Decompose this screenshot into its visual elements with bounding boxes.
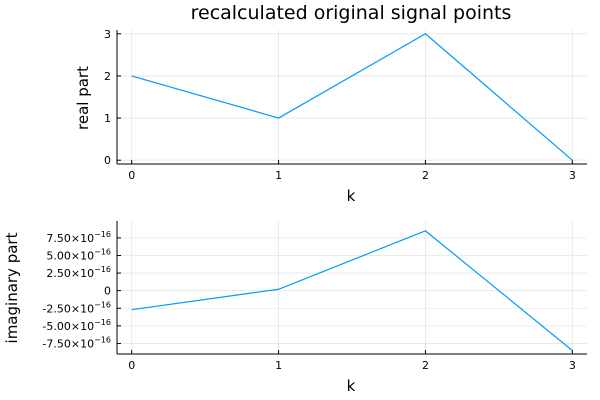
imaginary-part-axes xyxy=(116,221,587,355)
imaginary-part-y-tick-label: 0 xyxy=(104,285,111,298)
real-part-x-axis-label: k xyxy=(347,187,356,205)
real-part-y-axis-label: real part xyxy=(74,66,92,130)
imaginary-part-x-tick-label: 0 xyxy=(128,359,135,372)
imaginary-part-series xyxy=(131,230,573,351)
real-part-axes xyxy=(116,30,587,165)
imaginary-part-grid xyxy=(117,221,587,354)
real-part-y-tick-label: 2 xyxy=(104,70,111,83)
imaginary-part-ticks: 0 1 2 3 -7.50×10−16 -5.00×10−16 -2.50×10−16 0 2.… xyxy=(42,230,575,372)
imaginary-part-x-tick-label: 2 xyxy=(422,359,429,372)
imaginary-part-series-line xyxy=(131,230,573,351)
real-part-series-line xyxy=(131,33,573,161)
real-part-ticks: 0 1 2 3 0 1 2 3 xyxy=(104,28,576,182)
real-part-x-tick-label: 2 xyxy=(422,169,429,182)
real-part-grid xyxy=(117,30,587,164)
imaginary-part-x-axis-label: k xyxy=(347,377,356,395)
real-part-y-tick-label: 0 xyxy=(104,154,111,167)
imaginary-part-y-tick-label: -5.00×10−16 xyxy=(42,318,111,333)
imaginary-part-y-tick-label: 5.00×10−16 xyxy=(46,247,111,262)
imaginary-part-x-tick-label: 3 xyxy=(569,359,576,372)
imaginary-part-y-tick-label: 7.50×10−16 xyxy=(46,230,111,245)
real-part-series xyxy=(131,33,573,161)
imaginary-part-chart: 0 1 2 3 -7.50×10−16 -5.00×10−16 -2.50×10−16 0 2.… xyxy=(3,221,587,395)
imaginary-part-y-tick-label: 2.50×10−16 xyxy=(46,265,111,280)
real-part-y-tick-label: 1 xyxy=(104,112,111,125)
imaginary-part-y-tick-label: -2.50×10−16 xyxy=(42,300,111,315)
real-part-x-tick-label: 3 xyxy=(569,169,576,182)
real-part-chart: 0 1 2 3 0 1 2 3 k real part xyxy=(74,28,587,205)
imaginary-part-y-axis-label: imaginary part xyxy=(3,232,21,343)
imaginary-part-y-tick-label: -7.50×10−16 xyxy=(42,335,111,350)
imaginary-part-x-tick-label: 1 xyxy=(275,359,282,372)
real-part-x-tick-label: 1 xyxy=(275,169,282,182)
real-part-x-tick-label: 0 xyxy=(128,169,135,182)
chart-title: recalculated original signal points xyxy=(191,2,512,24)
real-part-y-tick-label: 3 xyxy=(104,28,111,41)
